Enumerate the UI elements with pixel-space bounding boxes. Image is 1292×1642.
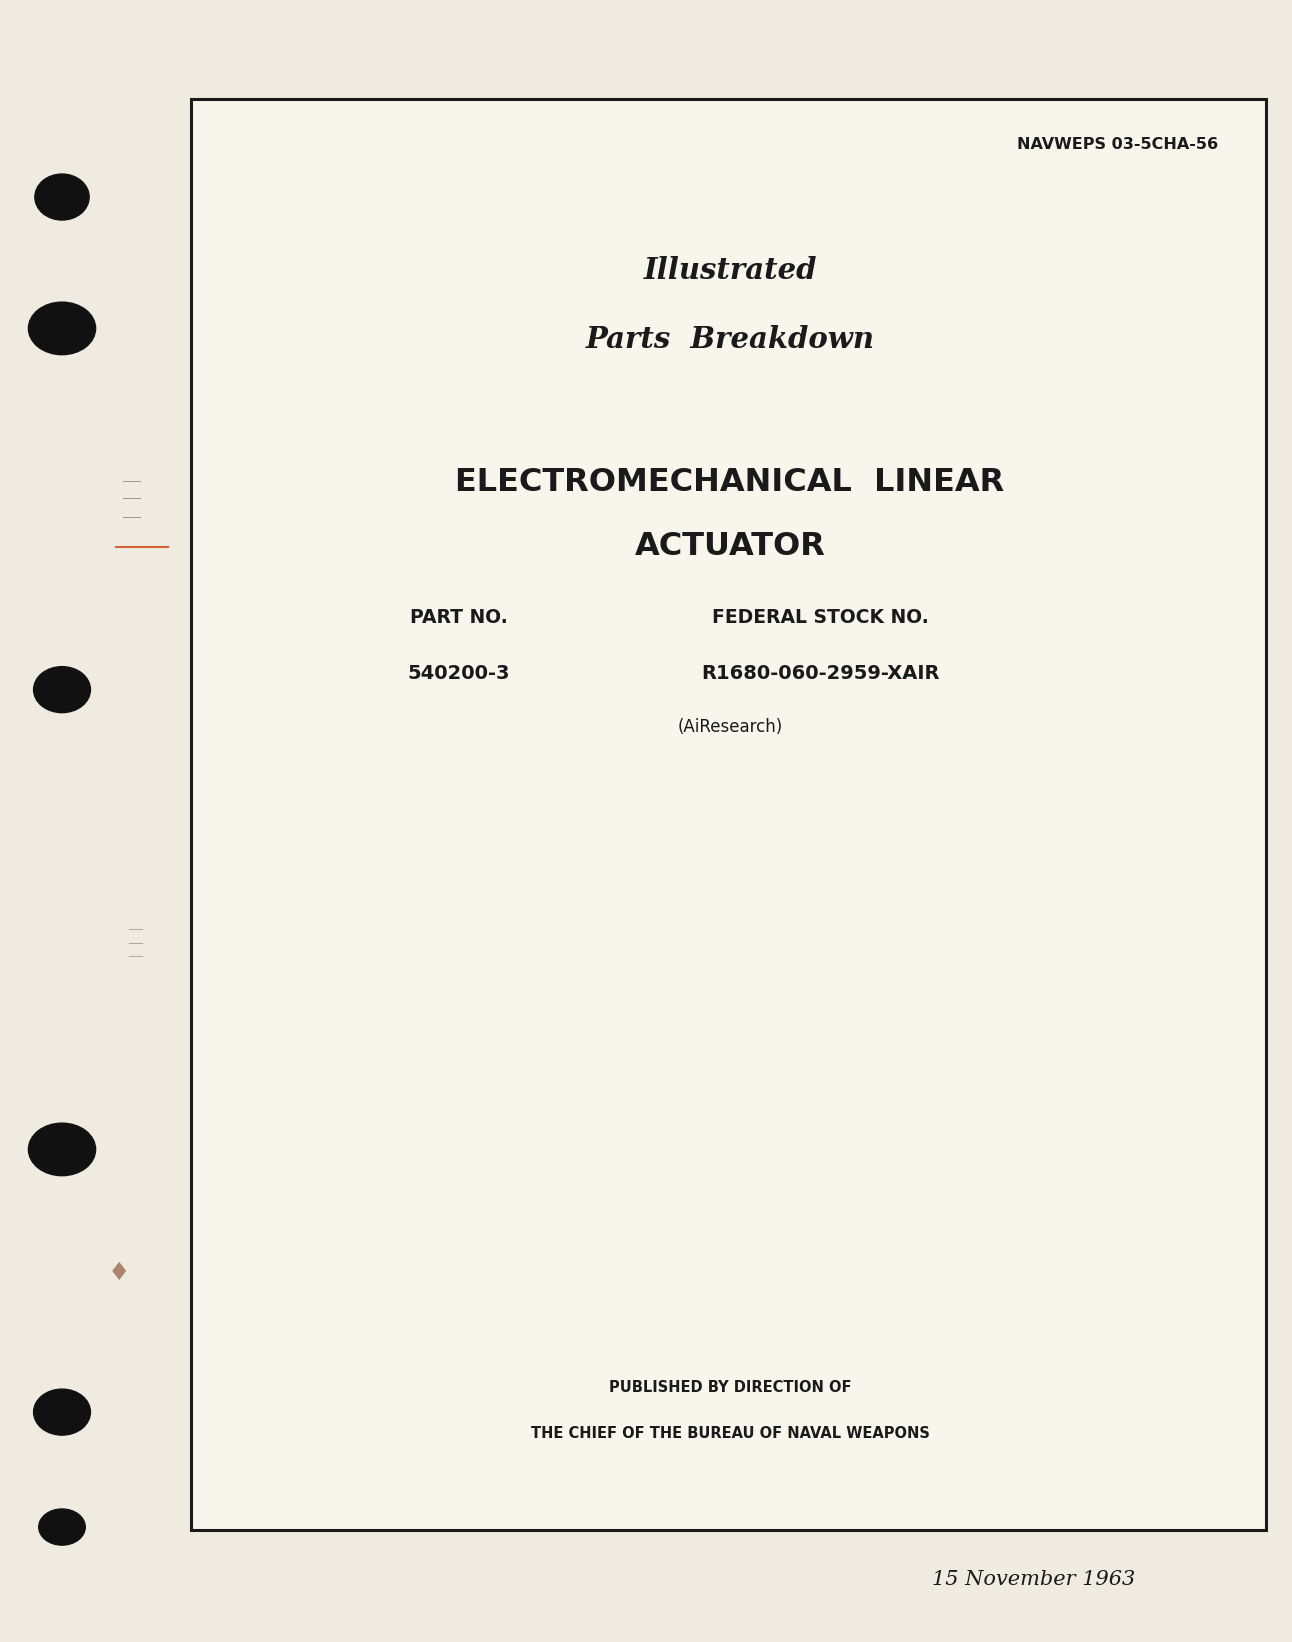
Text: PART NO.: PART NO.	[410, 608, 508, 627]
Ellipse shape	[35, 174, 89, 220]
Ellipse shape	[39, 1509, 85, 1545]
Ellipse shape	[28, 302, 96, 355]
Text: 15 November 1963: 15 November 1963	[932, 1570, 1136, 1589]
Text: FEDERAL STOCK NO.: FEDERAL STOCK NO.	[712, 608, 929, 627]
Text: R1680-060-2959-XAIR: R1680-060-2959-XAIR	[702, 663, 939, 683]
Ellipse shape	[34, 667, 90, 713]
Text: ♦: ♦	[107, 1261, 130, 1284]
Text: THE CHIEF OF THE BUREAU OF NAVAL WEAPONS: THE CHIEF OF THE BUREAU OF NAVAL WEAPONS	[531, 1425, 929, 1442]
Text: PUBLISHED BY DIRECTION OF: PUBLISHED BY DIRECTION OF	[609, 1379, 851, 1396]
Ellipse shape	[28, 1123, 96, 1176]
Text: Illustrated: Illustrated	[643, 256, 817, 286]
Ellipse shape	[34, 1389, 90, 1435]
Text: Parts  Breakdown: Parts Breakdown	[585, 325, 875, 355]
Bar	[191, 99, 1266, 1530]
Text: 540200-3: 540200-3	[407, 663, 510, 683]
Text: ACTUATOR: ACTUATOR	[634, 532, 826, 562]
Text: (AiResearch): (AiResearch)	[677, 719, 783, 736]
Text: ELECTROMECHANICAL  LINEAR: ELECTROMECHANICAL LINEAR	[455, 468, 1005, 498]
Text: NAVWEPS 03-5CHA-56: NAVWEPS 03-5CHA-56	[1017, 136, 1218, 153]
